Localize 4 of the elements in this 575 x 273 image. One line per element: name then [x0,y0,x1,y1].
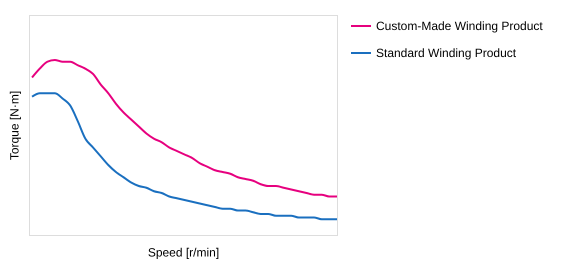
x-axis-title: Speed [r/min] [148,246,220,260]
legend-label: Custom-Made Winding Product [376,19,544,33]
legend-label: Standard Winding Product [376,46,517,60]
y-axis-title: Torque [N·m] [8,90,22,160]
